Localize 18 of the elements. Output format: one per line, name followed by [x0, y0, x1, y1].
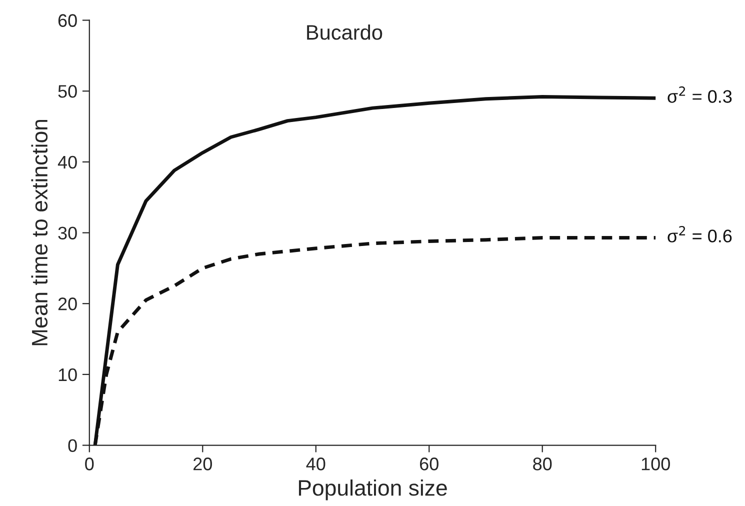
x-tick-label: 40: [306, 458, 326, 470]
x-tick-label: 100: [642, 458, 670, 470]
x-tick-label: 0: [85, 458, 94, 470]
y-tick-label: 20: [58, 298, 77, 310]
y-tick-label: 40: [58, 156, 77, 169]
x-tick-label: 60: [420, 458, 438, 470]
y-tick-label: 10: [58, 368, 77, 382]
y-tick-label: 30: [58, 226, 77, 240]
series-label: σ$^{2}$ = 0.3: [668, 86, 732, 103]
x-axis-title: Population size: [298, 479, 447, 500]
y-tick-label: 60: [58, 14, 77, 27]
x-tick-label: 80: [533, 458, 552, 470]
x-tick-label: 20: [194, 458, 212, 470]
y-tick-label: 0: [68, 439, 77, 452]
series-label: σ$^{2}$ = 0.6: [668, 226, 732, 242]
chart-title: Bucardo: [307, 24, 382, 40]
y-tick-label: 50: [58, 85, 77, 98]
y-axis-title: Mean time to extinction: [31, 120, 48, 346]
